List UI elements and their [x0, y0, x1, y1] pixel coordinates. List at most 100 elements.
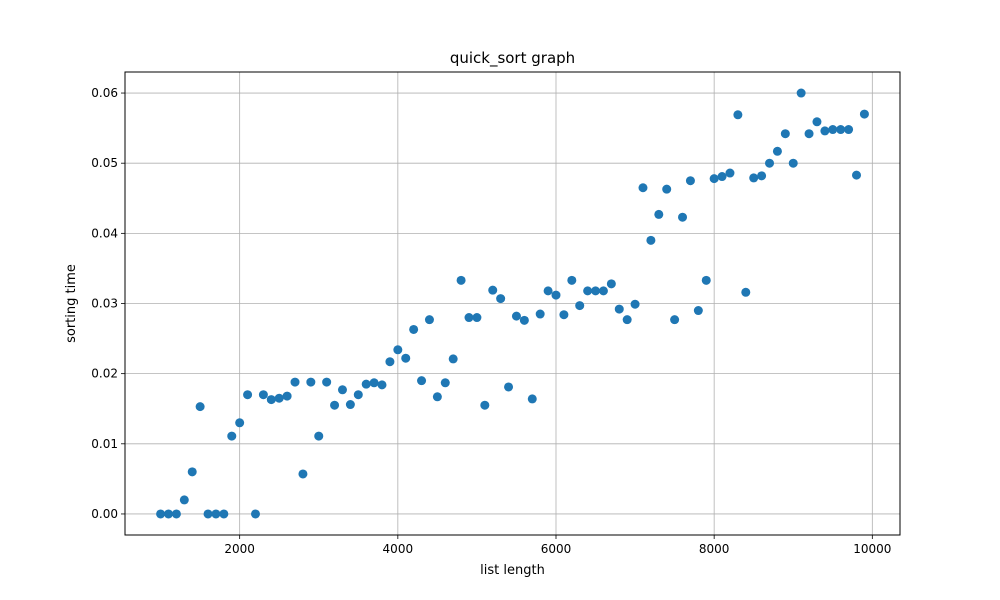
data-point [504, 382, 514, 392]
y-axis-label: sorting time [64, 264, 79, 343]
data-point [361, 379, 371, 389]
data-point [401, 353, 411, 363]
data-point [519, 315, 529, 325]
data-point [670, 315, 680, 325]
data-point [836, 125, 846, 135]
data-point [749, 173, 759, 183]
data-points [156, 88, 869, 519]
data-point [591, 286, 601, 296]
data-point [243, 390, 253, 400]
data-point [741, 287, 751, 297]
data-point [733, 110, 743, 120]
data-point [163, 509, 173, 519]
data-point [630, 299, 640, 309]
data-point [179, 495, 189, 505]
data-point [464, 313, 474, 323]
data-point [417, 376, 427, 386]
data-point [693, 306, 703, 316]
data-point [432, 392, 442, 402]
data-point [701, 275, 711, 285]
data-point [606, 279, 616, 289]
data-point [290, 377, 300, 387]
data-point [535, 309, 545, 319]
data-point [282, 391, 292, 401]
y-tick-label: 0.03 [91, 297, 118, 311]
data-point [472, 313, 482, 323]
data-point [598, 286, 608, 296]
data-point [227, 431, 237, 441]
data-point [330, 400, 340, 410]
data-point [298, 469, 308, 479]
data-point [258, 390, 268, 400]
data-point [195, 402, 205, 412]
data-point [424, 315, 434, 325]
chart-title: quick_sort graph [450, 49, 575, 68]
data-point [496, 294, 506, 304]
data-point [788, 158, 798, 168]
data-point [306, 377, 316, 387]
data-point [575, 301, 585, 311]
data-point [709, 174, 719, 184]
data-point [488, 285, 498, 295]
y-tick-label: 0.06 [91, 86, 118, 100]
data-point [654, 209, 664, 219]
data-point [369, 378, 379, 388]
y-tick-label: 0.04 [91, 226, 118, 240]
data-point [622, 315, 632, 325]
data-point [646, 235, 656, 245]
data-point [219, 509, 229, 519]
data-point [725, 168, 735, 178]
data-point [757, 171, 767, 181]
data-point [685, 176, 695, 186]
data-point [662, 184, 672, 194]
data-point [583, 286, 593, 296]
data-point [551, 290, 561, 300]
data-point [448, 354, 458, 364]
x-axis-label: list length [480, 563, 545, 578]
data-point [852, 170, 862, 180]
data-point [203, 509, 213, 519]
data-point [804, 129, 814, 139]
y-tick-label: 0.00 [91, 507, 118, 521]
data-point [844, 125, 854, 135]
data-point [250, 509, 260, 519]
data-point [780, 129, 790, 139]
data-point [480, 400, 490, 410]
axis-ticks: 2000 4000 6000 8000 10000 0.00 0.01 0.02 0.03 0.0… [91, 86, 891, 556]
y-tick-label: 0.05 [91, 156, 118, 170]
data-point [559, 310, 569, 320]
y-tick-label: 0.01 [91, 437, 118, 451]
data-point [187, 467, 197, 477]
data-point [274, 393, 284, 403]
data-point [337, 385, 347, 395]
data-point [812, 117, 822, 127]
data-point [796, 88, 806, 98]
data-point [235, 418, 245, 428]
data-point [393, 345, 403, 355]
data-point [456, 275, 466, 285]
data-point [345, 400, 355, 410]
data-point [171, 509, 181, 519]
x-tick-label: 10000 [853, 542, 891, 556]
x-tick-label: 6000 [541, 542, 572, 556]
data-point [820, 126, 830, 136]
data-point [322, 377, 332, 387]
data-point [859, 109, 869, 119]
data-point [765, 158, 775, 168]
data-point [211, 509, 221, 519]
data-point [638, 183, 648, 193]
data-point [717, 172, 727, 182]
data-point [543, 286, 553, 296]
data-point [440, 378, 450, 388]
data-point [353, 390, 363, 400]
data-point [314, 431, 324, 441]
data-point [377, 380, 387, 390]
data-point [409, 324, 419, 334]
x-tick-label: 4000 [383, 542, 414, 556]
data-point [567, 275, 577, 285]
data-point [511, 311, 521, 321]
data-point [614, 304, 624, 314]
x-tick-label: 8000 [699, 542, 730, 556]
